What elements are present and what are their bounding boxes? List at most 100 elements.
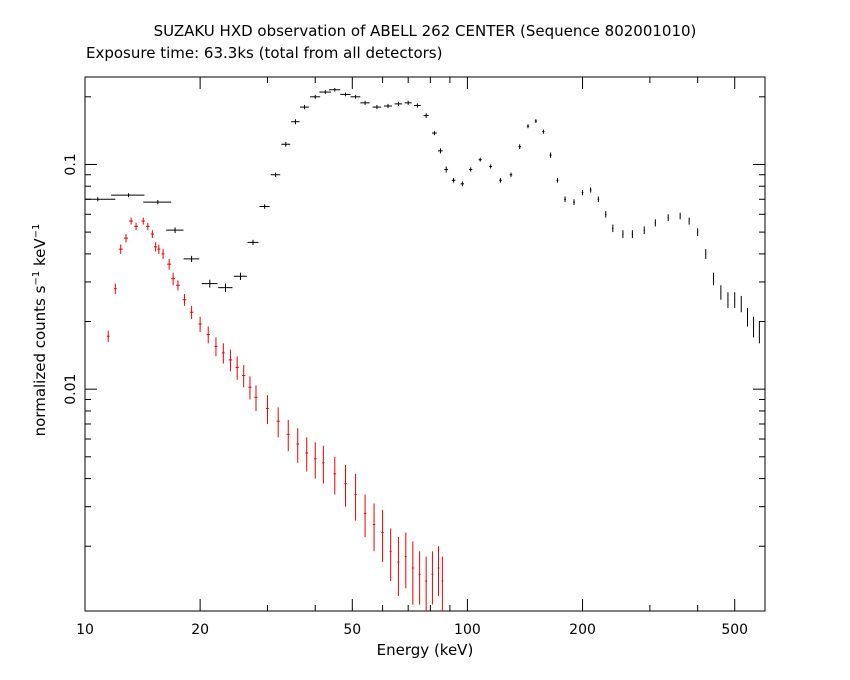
- x-axis-label: Energy (keV): [376, 641, 474, 659]
- data-point: [124, 234, 128, 243]
- data-point: [150, 230, 154, 239]
- data-point: [85, 197, 116, 202]
- data-point: [411, 541, 414, 605]
- data-point: [201, 279, 218, 288]
- data-point: [381, 509, 384, 563]
- data-point: [340, 92, 351, 97]
- data-point: [404, 100, 412, 105]
- data-point: [425, 556, 428, 611]
- x-tick-label: 50: [343, 622, 361, 638]
- data-point: [259, 204, 270, 209]
- x-tick-label: 100: [454, 622, 481, 638]
- data-point: [313, 442, 317, 479]
- data-point: [441, 556, 444, 611]
- data-point: [720, 285, 722, 300]
- data-point: [233, 272, 247, 281]
- data-point: [218, 283, 233, 292]
- data-point: [705, 249, 707, 259]
- y-axis-label-part-2: keV: [31, 238, 49, 271]
- data-point: [437, 546, 440, 597]
- data-point: [549, 152, 552, 158]
- data-point: [167, 258, 172, 270]
- data-point: [438, 148, 443, 154]
- y-tick-label: 0.1: [63, 153, 79, 175]
- data-point: [526, 124, 530, 129]
- data-point: [534, 119, 537, 123]
- data-point: [360, 100, 370, 105]
- data-point: [431, 551, 434, 605]
- data-point: [432, 130, 437, 136]
- data-point: [111, 193, 145, 198]
- data-point: [247, 239, 259, 246]
- data-point: [118, 244, 123, 254]
- data-point: [423, 113, 429, 118]
- data-point: [753, 316, 755, 338]
- data-point: [688, 217, 690, 225]
- x-tick-label: 500: [721, 622, 748, 638]
- data-point: [597, 196, 600, 203]
- data-point: [734, 292, 736, 308]
- data-point: [254, 385, 258, 411]
- data-point: [489, 164, 493, 169]
- data-point: [350, 94, 361, 99]
- data-point: [747, 307, 749, 327]
- data-point: [266, 395, 269, 424]
- x-tick-label: 20: [191, 622, 209, 638]
- data-point: [141, 217, 145, 225]
- data-point: [221, 343, 225, 364]
- data-point: [605, 211, 607, 218]
- data-point: [305, 437, 309, 472]
- series-2: [106, 217, 444, 611]
- data-point: [389, 528, 392, 582]
- data-point: [182, 294, 187, 306]
- data-point: [499, 178, 502, 183]
- data-point: [363, 494, 367, 537]
- data-point: [589, 187, 592, 193]
- data-point: [157, 244, 161, 254]
- data-point: [612, 224, 614, 233]
- data-point: [300, 104, 309, 110]
- data-point: [372, 104, 382, 110]
- data-point: [235, 356, 239, 380]
- data-point: [146, 222, 150, 231]
- data-point: [242, 365, 246, 388]
- data-point: [286, 419, 290, 452]
- data-point: [372, 503, 376, 552]
- axis-ticks: [84, 77, 766, 611]
- data-point: [478, 157, 482, 162]
- data-point: [581, 189, 584, 196]
- data-point: [296, 428, 300, 463]
- data-point: [183, 255, 200, 263]
- data-point: [143, 199, 172, 205]
- data-point: [556, 178, 559, 183]
- data-point: [329, 87, 341, 92]
- plot-frame: [84, 76, 766, 612]
- y-axis-label: normalized counts s−1 keV−1: [31, 224, 49, 437]
- data-point: [319, 90, 332, 94]
- data-point: [198, 316, 202, 332]
- data-point: [631, 230, 633, 239]
- y-axis-label-exponent-2: −1: [31, 223, 42, 239]
- data-point: [281, 141, 291, 147]
- data-point: [469, 167, 473, 172]
- data-point: [712, 272, 714, 286]
- data-point: [270, 172, 281, 177]
- data-point: [573, 199, 575, 206]
- chart-title: SUZAKU HXD observation of ABELL 262 CENT…: [153, 22, 697, 40]
- data-point: [176, 280, 180, 291]
- data-point: [564, 196, 566, 203]
- series-group: [85, 87, 766, 611]
- tick-labels: 10 20 50 100 200 500 0.1 0.01: [63, 153, 748, 638]
- data-point: [667, 214, 669, 222]
- series-1: [85, 87, 766, 344]
- data-point: [161, 249, 165, 259]
- data-point: [166, 227, 184, 234]
- data-point: [344, 464, 347, 507]
- data-point: [697, 228, 699, 237]
- data-point: [171, 272, 176, 286]
- data-point: [113, 283, 117, 295]
- data-point: [214, 337, 218, 357]
- data-point: [322, 445, 325, 484]
- data-point: [129, 217, 133, 225]
